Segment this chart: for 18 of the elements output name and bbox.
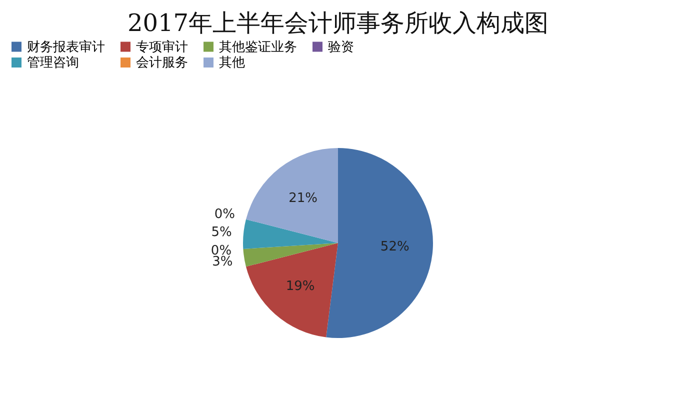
pie-slice bbox=[243, 243, 338, 267]
data-label: 5% bbox=[211, 224, 232, 240]
chart-title: 2017年上半年会计师事务所收入构成图 bbox=[127, 9, 549, 37]
text: 0% bbox=[214, 206, 235, 222]
pie-slice bbox=[246, 243, 338, 338]
legend-label: 会计服务 bbox=[136, 56, 188, 70]
data-label: 21% bbox=[288, 190, 318, 206]
legend-label: 验资 bbox=[328, 40, 354, 55]
legend-label: 管理咨询 bbox=[27, 56, 79, 70]
data-label: 19% bbox=[286, 278, 315, 294]
legend-label: 其他 bbox=[219, 56, 245, 70]
pie-slice bbox=[243, 219, 338, 249]
legend-label: 其他鉴证业务 bbox=[219, 40, 297, 55]
pie-slice bbox=[246, 148, 338, 243]
pie-slice bbox=[326, 148, 433, 338]
legend-label: 专项审计 bbox=[136, 38, 188, 55]
data-label: 52% bbox=[380, 240, 410, 255]
legend-label: 财务报表审计 bbox=[27, 38, 105, 55]
